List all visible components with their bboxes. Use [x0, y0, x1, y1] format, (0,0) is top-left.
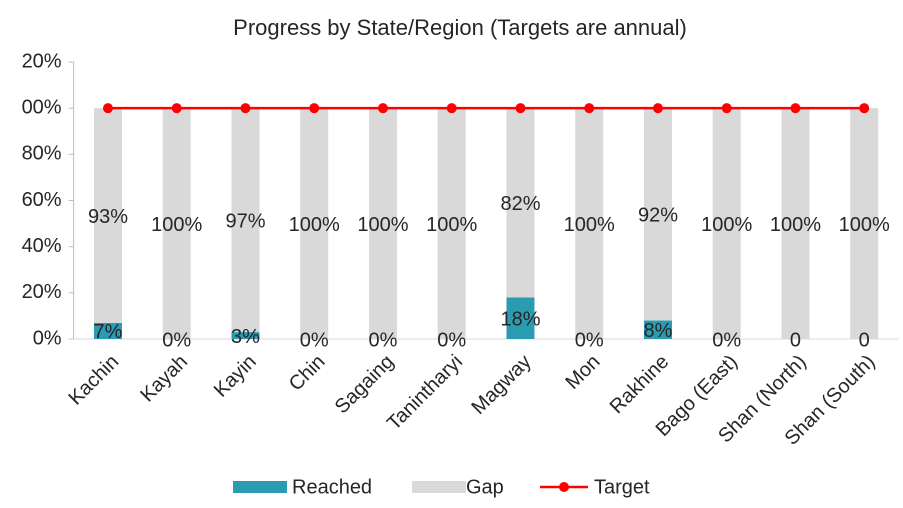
- data-label: 0%: [575, 329, 604, 351]
- data-label: 100%: [151, 214, 202, 236]
- x-tick-label: Kachin: [64, 351, 123, 410]
- bar-segment: [231, 108, 260, 333]
- target-point: [652, 103, 663, 114]
- y-tick-label: 40%: [22, 235, 62, 257]
- target-point: [721, 103, 732, 114]
- x-tick-label: Kayah: [136, 351, 192, 407]
- target-point: [240, 103, 251, 114]
- legend-swatch: [559, 482, 569, 492]
- data-label: 8%: [644, 320, 673, 342]
- legend-label: Target: [594, 476, 650, 498]
- y-tick-label: 20%: [22, 50, 62, 72]
- data-label: 0%: [369, 329, 398, 351]
- data-label: 97%: [225, 210, 265, 232]
- bar-segment: [643, 108, 672, 321]
- data-label: 3%: [231, 326, 260, 348]
- data-label: 100%: [357, 214, 408, 236]
- legend-swatch: [233, 481, 287, 493]
- bar-segment: [437, 108, 466, 340]
- y-tick-label: 60%: [22, 189, 62, 211]
- data-label: 0%: [300, 329, 329, 351]
- bar-segment: [506, 108, 535, 298]
- x-tick-label: Rakhine: [606, 351, 673, 418]
- data-label: 0%: [162, 329, 191, 351]
- data-label: 82%: [500, 193, 540, 215]
- y-tick-label: 80%: [22, 143, 62, 165]
- y-tick-label: 0%: [33, 327, 62, 349]
- x-tick-label: Mon: [561, 351, 604, 394]
- data-label: 0%: [437, 329, 466, 351]
- target-point: [515, 103, 526, 114]
- bar-segment: [93, 322, 122, 339]
- target-point: [171, 103, 182, 114]
- data-label: 0%: [712, 329, 741, 351]
- bar-segment: [368, 108, 397, 340]
- data-label: 100%: [426, 214, 477, 236]
- x-tick-label: Sagaing: [331, 351, 398, 418]
- bar-segment: [231, 332, 260, 339]
- data-label: 100%: [770, 214, 821, 236]
- y-tick-label: 00%: [22, 96, 62, 118]
- x-tick-label: Tanintharyi: [383, 351, 467, 435]
- x-tick-label: Magway: [468, 351, 536, 419]
- bar-segment: [712, 108, 741, 340]
- bar-segment: [162, 108, 191, 340]
- data-label: 100%: [564, 214, 615, 236]
- data-label: 92%: [638, 205, 678, 227]
- data-label: 100%: [701, 214, 752, 236]
- data-label: 7%: [94, 321, 123, 343]
- target-point: [790, 103, 801, 114]
- data-label: 0: [859, 329, 870, 351]
- target-point: [859, 103, 870, 114]
- bar-segment: [850, 108, 879, 340]
- bar-segment: [506, 297, 535, 339]
- data-label: 100%: [289, 214, 340, 236]
- legend-label: Gap: [466, 476, 504, 498]
- data-label: 0: [790, 329, 801, 351]
- target-point: [446, 103, 457, 114]
- data-label: 18%: [500, 309, 540, 331]
- target-point: [377, 103, 388, 114]
- target-point: [309, 103, 320, 114]
- target-point: [584, 103, 595, 114]
- bar-segment: [643, 320, 672, 339]
- bar-segment: [300, 108, 329, 340]
- chart-title: Progress by State/Region (Targets are an…: [233, 15, 687, 40]
- data-label: 100%: [839, 214, 890, 236]
- bar-segment: [93, 108, 122, 323]
- bar-segment: [575, 108, 604, 340]
- legend-swatch: [412, 481, 466, 493]
- legend-label: Reached: [292, 476, 372, 498]
- target-point: [102, 103, 113, 114]
- bar-segment: [781, 108, 810, 340]
- x-tick-label: Chin: [285, 351, 330, 396]
- x-tick-label: Kayin: [210, 351, 261, 402]
- y-tick-label: 20%: [22, 281, 62, 303]
- data-label: 93%: [88, 206, 128, 228]
